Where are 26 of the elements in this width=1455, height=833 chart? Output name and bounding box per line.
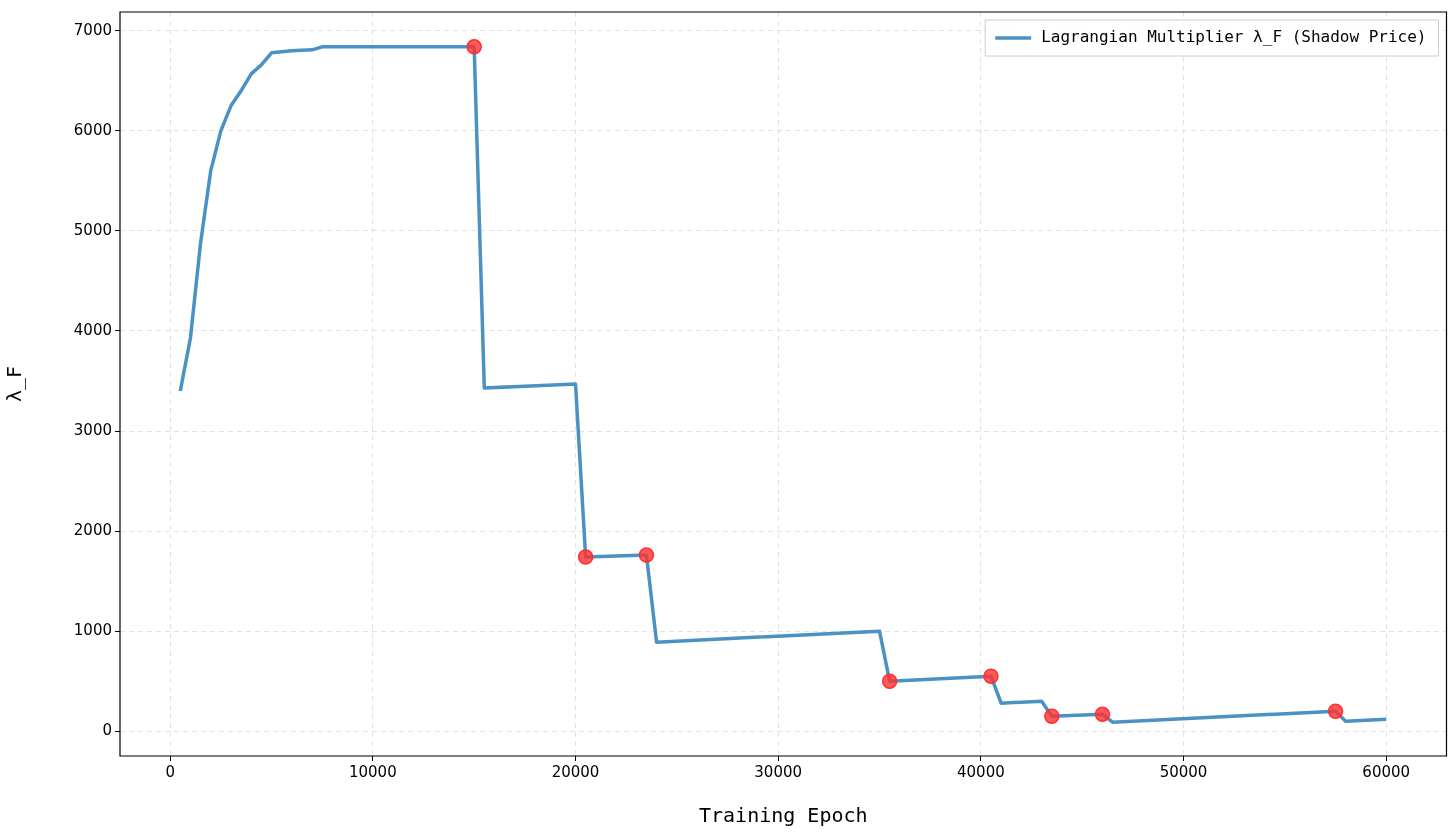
x-tick-label: 50000: [1159, 762, 1208, 781]
x-tick-label: 0: [165, 762, 175, 781]
y-tick-label: 4000: [73, 320, 112, 339]
y-tick-label: 1000: [73, 621, 112, 640]
y-tick-label: 0: [102, 721, 112, 740]
y-axis-title: λ_F: [2, 365, 27, 403]
point: [1094, 706, 1111, 722]
point: [466, 39, 482, 55]
x-tick-label: 10000: [348, 762, 397, 781]
point: [577, 549, 594, 565]
y-tick-label: 6000: [73, 120, 112, 139]
x-tick-label: 60000: [1362, 762, 1411, 781]
y-tick-label: 3000: [73, 420, 112, 439]
x-tick-label: 20000: [551, 762, 600, 781]
x-tick-label: 40000: [957, 762, 1005, 781]
y-tick-label: 7000: [73, 20, 112, 39]
point: [983, 668, 999, 684]
point: [881, 673, 898, 689]
point: [1044, 708, 1060, 724]
point: [1327, 703, 1344, 719]
y-tick-label: 2000: [73, 520, 112, 539]
y-tick-label: 5000: [73, 220, 112, 239]
x-axis-title: Training Epoch: [698, 803, 868, 828]
legend-label: Lagrangian Multiplier λ_F (Shadow Price): [1041, 27, 1427, 47]
x-tick-label: 30000: [754, 762, 803, 781]
point: [638, 547, 655, 563]
